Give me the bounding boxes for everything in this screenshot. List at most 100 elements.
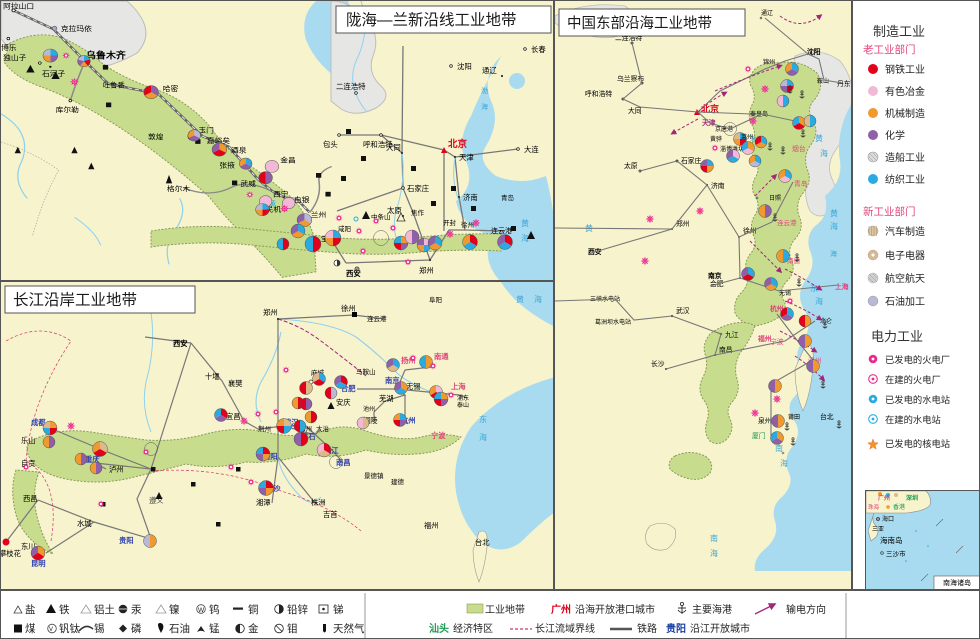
svg-text:十堰: 十堰 xyxy=(205,372,220,381)
svg-text:烟台: 烟台 xyxy=(792,144,806,153)
svg-text:电力工业: 电力工业 xyxy=(871,329,923,344)
svg-text:金昌: 金昌 xyxy=(280,156,296,164)
svg-text:南通: 南通 xyxy=(434,352,449,361)
svg-text:海: 海 xyxy=(780,458,788,468)
svg-text:镍: 镍 xyxy=(169,603,180,616)
svg-text:独山子: 独山子 xyxy=(3,54,26,62)
svg-text:阿拉山口: 阿拉山口 xyxy=(3,2,34,10)
svg-text:长春: 长春 xyxy=(531,45,546,54)
svg-text:焦作: 焦作 xyxy=(411,208,425,217)
svg-text:建德: 建德 xyxy=(391,477,405,486)
svg-text:有色冶金: 有色冶金 xyxy=(885,85,925,98)
svg-text:安庆: 安庆 xyxy=(336,398,351,407)
svg-text:制造工业: 制造工业 xyxy=(873,24,925,39)
svg-text:株洲: 株洲 xyxy=(311,498,326,507)
svg-text:昆明: 昆明 xyxy=(31,559,46,568)
svg-text:库尔勒: 库尔勒 xyxy=(56,105,79,113)
svg-text:三沙市: 三沙市 xyxy=(886,549,906,558)
svg-text:白银: 白银 xyxy=(294,196,310,204)
svg-text:海: 海 xyxy=(815,296,823,306)
svg-text:纺织工业: 纺织工业 xyxy=(885,173,925,186)
svg-text:连云港: 连云港 xyxy=(777,218,797,227)
svg-text:徐州: 徐州 xyxy=(461,220,474,229)
svg-text:海南岛: 海南岛 xyxy=(880,535,903,545)
svg-text:老工业部门: 老工业部门 xyxy=(863,43,916,56)
svg-text:锦州: 锦州 xyxy=(763,58,775,66)
svg-text:V: V xyxy=(49,627,53,633)
svg-text:厦门: 厦门 xyxy=(752,431,766,440)
svg-text:南: 南 xyxy=(710,533,718,543)
svg-text:铝土: 铝土 xyxy=(94,603,115,616)
svg-text:哈密: 哈密 xyxy=(163,85,179,93)
svg-text:经济特区: 经济特区 xyxy=(453,622,493,635)
svg-text:天津: 天津 xyxy=(459,153,474,162)
svg-text:石油加工: 石油加工 xyxy=(885,295,925,308)
svg-text:黄: 黄 xyxy=(521,218,529,228)
svg-text:中条山: 中条山 xyxy=(371,212,391,221)
svg-text:连云港: 连云港 xyxy=(367,314,387,323)
svg-text:济南: 济南 xyxy=(711,181,725,190)
svg-text:九江: 九江 xyxy=(725,330,739,339)
svg-text:机械制造: 机械制造 xyxy=(885,107,925,120)
svg-text:钒钛: 钒钛 xyxy=(59,622,80,635)
svg-text:大连: 大连 xyxy=(524,145,539,154)
svg-text:通辽: 通辽 xyxy=(761,9,773,17)
svg-text:汽车制造: 汽车制造 xyxy=(885,225,925,238)
svg-text:阜阳: 阜阳 xyxy=(429,295,442,304)
svg-text:贵阳: 贵阳 xyxy=(666,622,686,635)
svg-text:输电方向: 输电方向 xyxy=(786,603,826,616)
svg-text:福州: 福州 xyxy=(757,334,772,343)
svg-text:已发电的水电站: 已发电的水电站 xyxy=(885,394,950,405)
svg-text:台北: 台北 xyxy=(475,538,490,547)
svg-text:开封: 开封 xyxy=(443,218,457,227)
svg-text:金: 金 xyxy=(248,622,259,635)
svg-text:马鞍山: 马鞍山 xyxy=(356,367,376,376)
svg-text:湘潭: 湘潭 xyxy=(256,498,271,507)
svg-text:煤: 煤 xyxy=(25,622,36,635)
svg-text:汕头: 汕头 xyxy=(429,622,449,635)
svg-text:台北: 台北 xyxy=(820,412,834,421)
svg-text:长沙: 长沙 xyxy=(651,359,665,368)
svg-text:酒泉: 酒泉 xyxy=(231,146,247,154)
svg-text:荆州: 荆州 xyxy=(258,424,271,433)
svg-text:三亚: 三亚 xyxy=(872,526,884,533)
svg-text:铜: 铜 xyxy=(248,604,259,616)
svg-text:汞: 汞 xyxy=(131,604,142,616)
svg-text:莆田: 莆田 xyxy=(788,413,800,421)
svg-text:贵阳: 贵阳 xyxy=(119,536,134,545)
svg-text:黄: 黄 xyxy=(830,208,838,218)
svg-text:襄樊: 襄樊 xyxy=(228,379,243,388)
svg-text:青岛: 青岛 xyxy=(501,193,514,202)
svg-text:泉州: 泉州 xyxy=(758,416,772,425)
svg-text:陇海—兰新沿线工业地带: 陇海—兰新沿线工业地带 xyxy=(346,11,517,29)
svg-text:在建的水电站: 在建的水电站 xyxy=(885,414,941,425)
svg-text:二连浩特: 二连浩特 xyxy=(336,82,366,91)
svg-text:海: 海 xyxy=(534,294,542,304)
svg-text:海: 海 xyxy=(830,249,837,258)
svg-text:丹东: 丹东 xyxy=(837,79,851,88)
svg-text:大治: 大治 xyxy=(316,424,330,433)
svg-text:徐州: 徐州 xyxy=(341,304,356,313)
svg-text:W: W xyxy=(198,607,205,614)
svg-text:日照: 日照 xyxy=(769,195,781,202)
svg-text:宜昌: 宜昌 xyxy=(226,412,241,421)
svg-text:海: 海 xyxy=(820,148,828,158)
svg-text:合肥: 合肥 xyxy=(710,279,724,288)
svg-text:芜湖: 芜湖 xyxy=(379,394,394,403)
svg-text:西安: 西安 xyxy=(173,339,188,348)
svg-text:化学: 化学 xyxy=(885,129,905,142)
svg-text:吐鲁番: 吐鲁番 xyxy=(103,81,125,89)
svg-text:池州: 池州 xyxy=(363,405,375,413)
svg-text:珠海: 珠海 xyxy=(868,503,880,511)
svg-text:攀枝花: 攀枝花 xyxy=(1,549,21,558)
svg-text:电子电器: 电子电器 xyxy=(885,249,925,262)
svg-text:海: 海 xyxy=(481,102,488,111)
svg-text:西昌: 西昌 xyxy=(23,494,38,503)
svg-text:济南: 济南 xyxy=(463,193,478,202)
svg-text:兰州: 兰州 xyxy=(311,211,327,219)
svg-text:连云港: 连云港 xyxy=(491,226,512,235)
svg-text:浦东: 浦东 xyxy=(457,394,469,402)
svg-text:海: 海 xyxy=(830,221,838,231)
svg-text:西安: 西安 xyxy=(346,269,361,278)
svg-text:工业地带: 工业地带 xyxy=(485,603,525,616)
